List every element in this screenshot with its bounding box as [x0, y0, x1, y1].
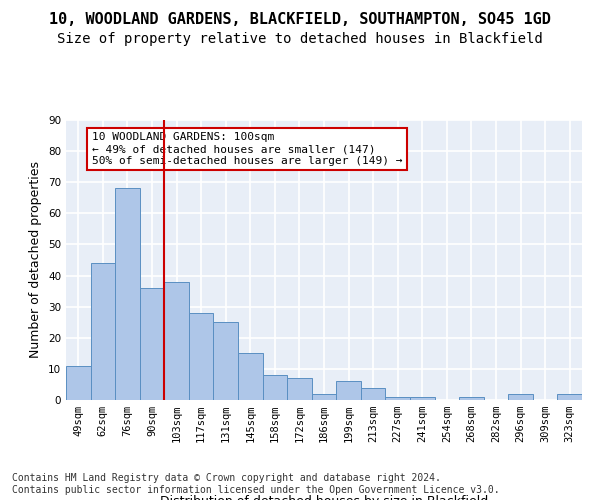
Bar — [66, 366, 91, 400]
Y-axis label: Number of detached properties: Number of detached properties — [29, 162, 43, 358]
Bar — [238, 354, 263, 400]
Bar — [385, 397, 410, 400]
Bar — [189, 313, 214, 400]
Bar — [361, 388, 385, 400]
Bar — [336, 382, 361, 400]
Bar — [508, 394, 533, 400]
Text: 10 WOODLAND GARDENS: 100sqm
← 49% of detached houses are smaller (147)
50% of se: 10 WOODLAND GARDENS: 100sqm ← 49% of det… — [92, 132, 403, 166]
Bar — [459, 397, 484, 400]
Bar — [115, 188, 140, 400]
Bar — [91, 263, 115, 400]
Bar — [214, 322, 238, 400]
Bar — [140, 288, 164, 400]
Bar — [164, 282, 189, 400]
Text: 10, WOODLAND GARDENS, BLACKFIELD, SOUTHAMPTON, SO45 1GD: 10, WOODLAND GARDENS, BLACKFIELD, SOUTHA… — [49, 12, 551, 28]
X-axis label: Distribution of detached houses by size in Blackfield: Distribution of detached houses by size … — [160, 495, 488, 500]
Text: Contains HM Land Registry data © Crown copyright and database right 2024.
Contai: Contains HM Land Registry data © Crown c… — [12, 474, 500, 495]
Bar — [410, 397, 434, 400]
Bar — [287, 378, 312, 400]
Text: Size of property relative to detached houses in Blackfield: Size of property relative to detached ho… — [57, 32, 543, 46]
Bar — [557, 394, 582, 400]
Bar — [312, 394, 336, 400]
Bar — [263, 375, 287, 400]
